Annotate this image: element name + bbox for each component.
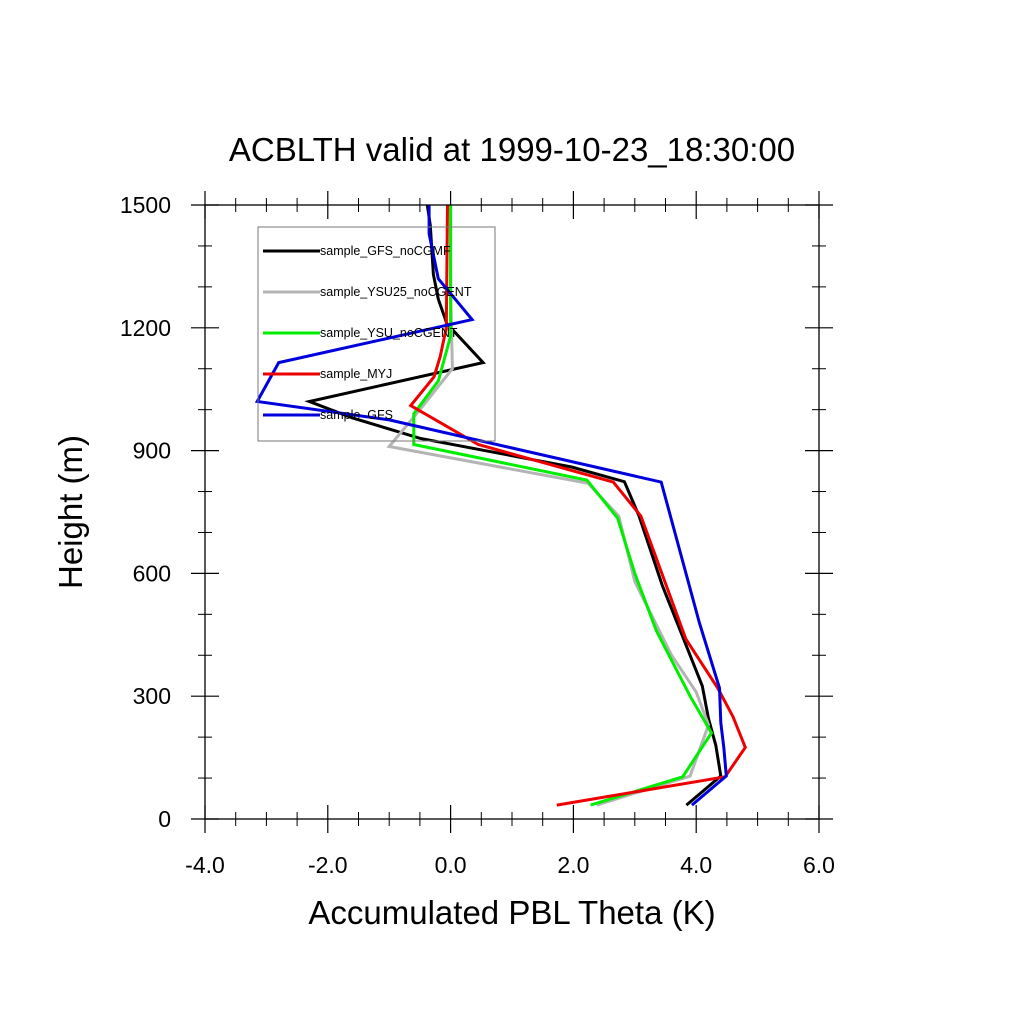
series-line-sample-gfs-nocgmf: [304, 204, 723, 807]
y-tick-label: 900: [133, 438, 171, 464]
y-axis-label: Height (m): [52, 435, 89, 589]
x-tick-label: 4.0: [680, 852, 712, 878]
y-tick-label: 1500: [120, 192, 171, 218]
y-tick-label: 300: [133, 683, 171, 709]
y-tick-label: 0: [158, 806, 171, 832]
ticks-layer: -4.0 -2.0 0.0 2.0 4.0 6.0 0 300 600 900 1200 1500: [120, 191, 835, 878]
legend-label-sample-myj: sample_MYJ: [320, 367, 392, 381]
legend-label-sample-ysu-nocgent: sample_YSU_noCGENT: [320, 326, 458, 340]
legend: sample_GFS_noCGMF sample_YSU25_noCGENTsam…: [257, 226, 496, 442]
series-line-sample-gfs: [254, 205, 728, 807]
x-tick-label: 2.0: [557, 852, 589, 878]
legend-label-sample-gfs-nocgmf: sample_GFS_noCGMF: [320, 244, 451, 258]
plot-frame: [204, 204, 820, 820]
x-axis-label: Accumulated PBL Theta (K): [308, 894, 715, 931]
y-tick-label: 600: [133, 560, 171, 586]
x-tick-label: -2.0: [308, 852, 348, 878]
x-tick-label: -4.0: [185, 852, 225, 878]
y-tick-label: 1200: [120, 315, 171, 341]
x-tick-label: 6.0: [803, 852, 835, 878]
legend-label-sample-ysu25-nocgent: sample_YSU25_noCGENT: [320, 285, 472, 299]
legend-box: [257, 226, 496, 442]
series-layer: [254, 204, 747, 807]
series-line-sample-myj: [408, 204, 747, 807]
chart-title: ACBLTH valid at 1999-10-23_18:30:00: [229, 131, 795, 168]
series-line-sample-ysu-nocgent: [412, 205, 714, 807]
legend-label-sample-gfs: sample_GFS: [320, 408, 393, 422]
x-tick-label: 0.0: [435, 852, 467, 878]
